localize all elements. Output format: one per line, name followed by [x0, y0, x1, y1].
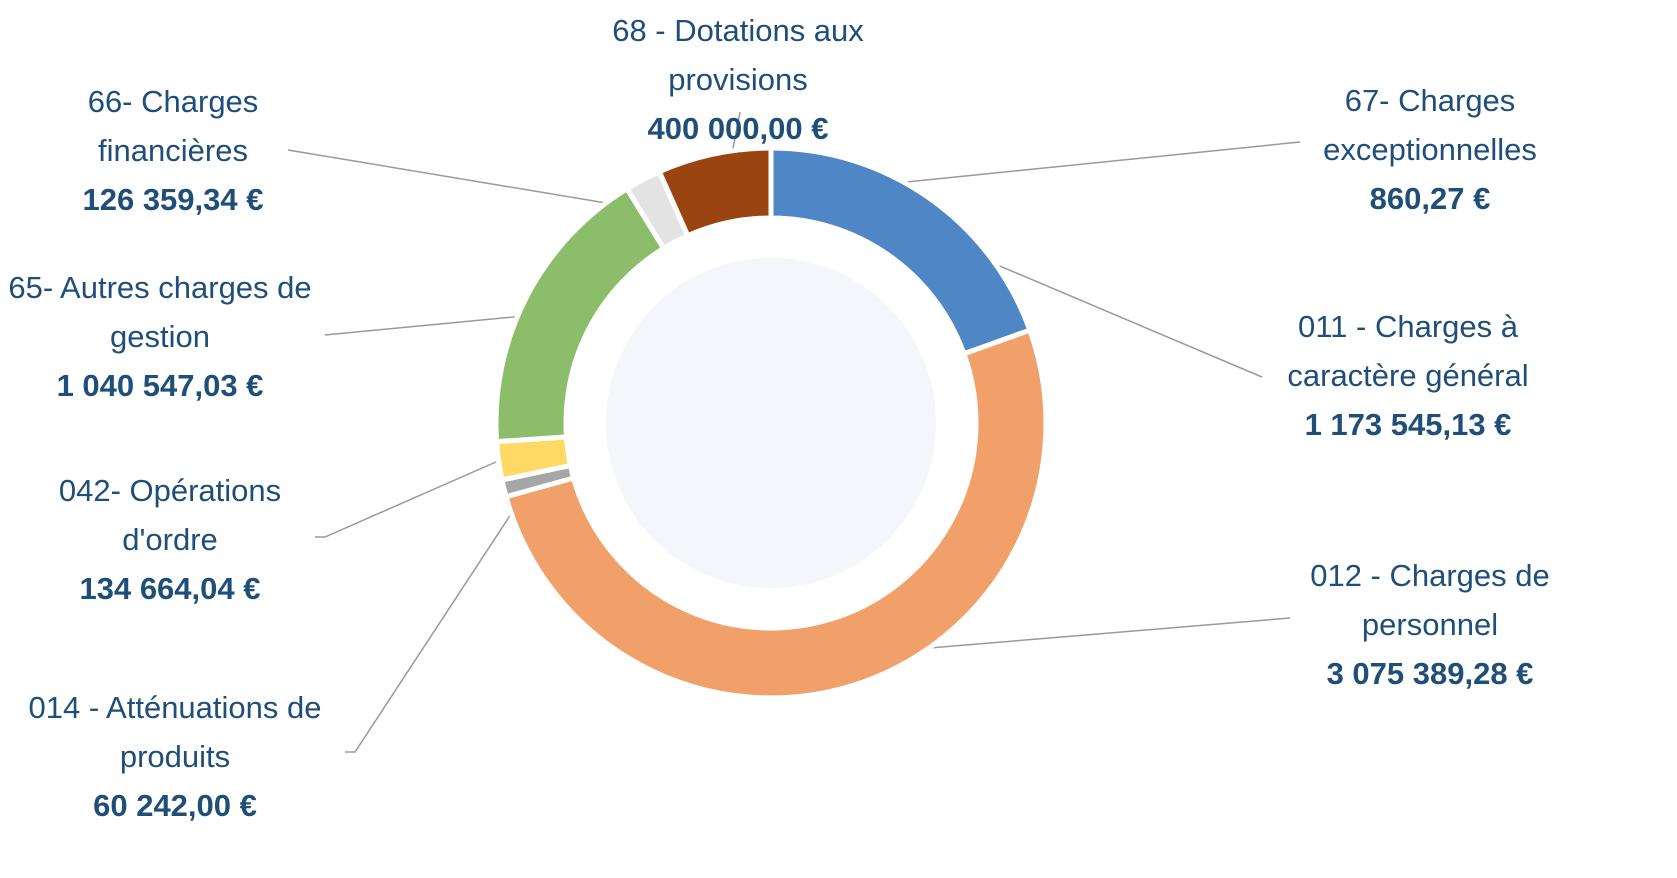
label: 65- Autres charges de gestion 1 040 547,0…	[8, 270, 312, 403]
label: 67- Charges exceptionnelles 860,27 €	[1323, 83, 1537, 216]
label: 042- Opérations d'ordre 134 664,04 €	[58, 473, 282, 606]
label: 68 - Dotations aux provisions 400 000,00 …	[612, 13, 864, 146]
label: 011 - Charges à caractère général 1 173 5…	[1287, 309, 1529, 442]
donut-slice	[502, 326, 1049, 701]
donut-slice	[656, 145, 774, 239]
label: 66- Charges financières 126 359,34 €	[82, 84, 264, 217]
center-illustration	[606, 258, 936, 588]
label: 014 - Atténuations de produits 60 242,00 …	[28, 690, 322, 823]
label: 012 - Charges de personnel 3 075 389,28 €	[1310, 558, 1550, 691]
